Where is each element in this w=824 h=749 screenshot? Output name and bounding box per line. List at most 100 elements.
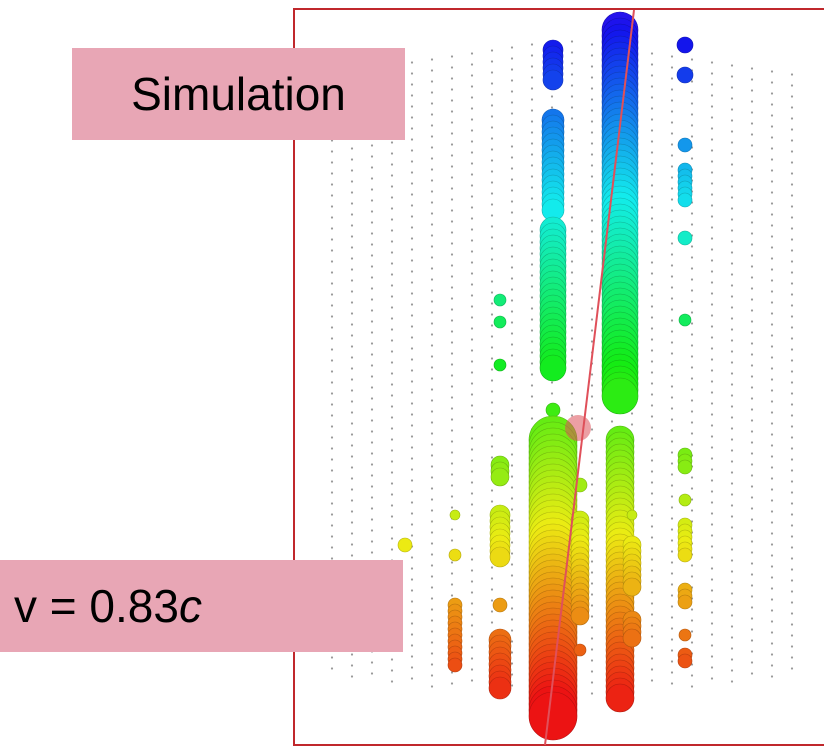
sensor xyxy=(711,138,713,140)
sensor xyxy=(691,135,693,137)
sensor xyxy=(431,630,433,632)
sensor xyxy=(651,63,653,65)
sensor xyxy=(751,320,753,322)
sensor xyxy=(751,408,753,410)
sensor xyxy=(791,227,793,229)
sensor xyxy=(371,210,373,212)
sensor xyxy=(671,209,673,211)
sensor xyxy=(451,682,453,684)
sensor xyxy=(411,215,413,217)
sensor xyxy=(791,634,793,636)
sensor xyxy=(371,364,373,366)
sensor xyxy=(731,273,733,275)
sensor xyxy=(771,81,773,83)
sensor xyxy=(431,498,433,500)
sensor xyxy=(531,417,533,419)
sensor xyxy=(751,265,753,267)
sensor xyxy=(351,664,353,666)
sensor xyxy=(471,536,473,538)
sensor xyxy=(791,348,793,350)
sensor xyxy=(671,671,673,673)
sensor xyxy=(731,119,733,121)
sensor xyxy=(351,477,353,479)
sensor xyxy=(691,157,693,159)
sensor xyxy=(791,425,793,427)
sensor xyxy=(751,188,753,190)
sensor xyxy=(651,459,653,461)
sensor xyxy=(591,406,593,408)
sensor xyxy=(651,85,653,87)
sensor xyxy=(671,539,673,541)
sensor xyxy=(791,645,793,647)
sensor xyxy=(531,131,533,133)
sensor xyxy=(711,468,713,470)
sensor xyxy=(531,109,533,111)
sensor xyxy=(531,76,533,78)
sensor xyxy=(731,405,733,407)
sensor xyxy=(331,667,333,669)
sensor xyxy=(591,604,593,606)
sensor xyxy=(511,596,513,598)
sensor xyxy=(671,286,673,288)
sensor xyxy=(571,95,573,97)
sensor xyxy=(791,216,793,218)
sensor xyxy=(471,679,473,681)
sensor xyxy=(751,144,753,146)
sensor xyxy=(771,598,773,600)
sensor xyxy=(671,363,673,365)
sensor xyxy=(471,151,473,153)
sensor xyxy=(751,254,753,256)
sensor xyxy=(771,488,773,490)
sensor xyxy=(511,365,513,367)
hit xyxy=(398,538,412,552)
sensor xyxy=(511,90,513,92)
hit xyxy=(540,355,566,381)
sensor xyxy=(451,572,453,574)
sensor xyxy=(451,154,453,156)
sensor xyxy=(591,230,593,232)
hit xyxy=(489,677,511,699)
sensor xyxy=(331,150,333,152)
sensor xyxy=(571,172,573,174)
sensor xyxy=(751,617,753,619)
sensor xyxy=(691,575,693,577)
sensor xyxy=(331,469,333,471)
sensor xyxy=(731,658,733,660)
sensor xyxy=(331,381,333,383)
sensor xyxy=(671,462,673,464)
sensor xyxy=(591,483,593,485)
sensor xyxy=(431,124,433,126)
sensor xyxy=(471,162,473,164)
sensor xyxy=(331,271,333,273)
sensor xyxy=(351,334,353,336)
sensor xyxy=(511,134,513,136)
sensor xyxy=(491,357,493,359)
sensor xyxy=(591,373,593,375)
sensor xyxy=(571,293,573,295)
sensor xyxy=(731,614,733,616)
sensor xyxy=(531,296,533,298)
sensor xyxy=(471,239,473,241)
sensor xyxy=(531,175,533,177)
sensor xyxy=(471,107,473,109)
sensor xyxy=(431,91,433,93)
sensor xyxy=(731,383,733,385)
sensor xyxy=(711,149,713,151)
sensor xyxy=(751,210,753,212)
sensor xyxy=(411,259,413,261)
sensor xyxy=(471,470,473,472)
sensor xyxy=(331,293,333,295)
sensor xyxy=(571,359,573,361)
sensor xyxy=(451,231,453,233)
sensor xyxy=(591,659,593,661)
sensor xyxy=(431,586,433,588)
sensor xyxy=(431,652,433,654)
sensor xyxy=(371,386,373,388)
sensor xyxy=(331,282,333,284)
sensor xyxy=(711,424,713,426)
sensor xyxy=(491,93,493,95)
sensor xyxy=(511,552,513,554)
sensor xyxy=(411,193,413,195)
sensor xyxy=(351,444,353,446)
sensor xyxy=(511,178,513,180)
